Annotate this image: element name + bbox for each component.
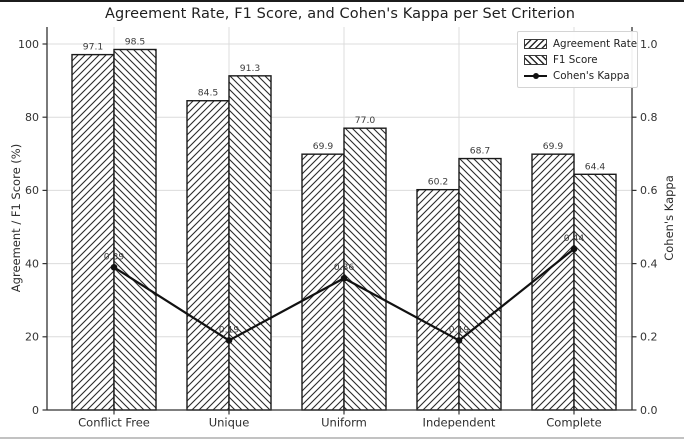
bar-value-label: 77.0 (355, 115, 376, 126)
bar-f1-score-complete (573, 173, 617, 411)
category-label-conflict-free: Conflict Free (78, 416, 150, 430)
legend-item-agreement-rate: Agreement Rate (524, 36, 637, 51)
legend-label: Agreement Rate (553, 37, 638, 50)
right-tick-label: 0.4 (640, 257, 658, 270)
hatch-swatch-icon (524, 54, 547, 65)
figure-top-border (0, 0, 684, 2)
kappa-value-label: 0.44 (564, 233, 585, 244)
bar-value-label: 60.2 (428, 177, 448, 188)
category-label-independent: Independent (423, 416, 496, 430)
kappa-marker-complete (570, 245, 578, 253)
legend-label: F1 Score (553, 53, 598, 66)
bar-agreement-rate-complete (531, 153, 575, 411)
bar-value-label: 84.5 (198, 88, 219, 99)
right-tick-label: 0.0 (640, 404, 658, 417)
hatch-swatch-icon (524, 38, 547, 49)
left-tick-label: 0 (32, 404, 39, 417)
left-tick-label: 100 (18, 38, 39, 51)
category-label-complete: Complete (546, 416, 601, 430)
ticks: 0 20 40 60 80 100 0.0 0.2 0.4 0.6 0.8 1.0 Conflict F… (18, 38, 658, 430)
right-tick-label: 1.0 (640, 38, 658, 51)
category-label-unique: Unique (209, 416, 250, 430)
bar-agreement-rate-conflict-free (71, 53, 115, 411)
category-label-uniform: Uniform (321, 416, 367, 430)
chart-title: Agreement Rate, F1 Score, and Cohen's Ka… (105, 6, 575, 22)
line-series: 0.39 0.19 0.36 0.19 0.44 (104, 233, 585, 344)
kappa-marker-unique (225, 337, 233, 344)
right-tick-label: 0.2 (640, 331, 658, 344)
kappa-value-label: 0.36 (334, 262, 355, 273)
legend: Agreement Rate F1 Score Cohen's Kappa (517, 31, 638, 88)
line-marker-swatch-icon (524, 71, 547, 81)
bar-value-label: 64.4 (585, 161, 606, 172)
bar-f1-score-conflict-free (113, 48, 157, 411)
bar-f1-score-unique (228, 75, 272, 411)
bar-f1-score-uniform (343, 127, 387, 411)
bar-value-label: 91.3 (240, 63, 261, 74)
legend-item-f1-score: F1 Score (524, 52, 631, 67)
left-tick-label: 40 (25, 257, 39, 270)
kappa-marker-uniform (340, 274, 348, 282)
kappa-value-label: 0.39 (104, 251, 125, 262)
bar-f1-score-independent (458, 157, 502, 411)
kappa-value-label: 0.19 (449, 324, 470, 335)
bar-value-label: 69.9 (313, 141, 334, 152)
spines (46, 27, 633, 411)
bar-value-label: 69.9 (543, 141, 564, 152)
kappa-marker-independent (455, 337, 463, 344)
legend-label: Cohen's Kappa (553, 69, 630, 82)
bar-value-label: 97.1 (83, 42, 103, 53)
legend-item-cohen-s-kappa: Cohen's Kappa (524, 68, 631, 83)
left-tick-label: 60 (25, 184, 39, 197)
kappa-value-label: 0.19 (219, 324, 240, 335)
right-tick-label: 0.8 (640, 111, 658, 124)
bar-value-label: 98.5 (125, 36, 146, 47)
kappa-marker-conflict-free (110, 263, 118, 271)
bar-agreement-rate-unique (186, 100, 230, 411)
figure-bottom-border (0, 437, 684, 439)
right-tick-label: 0.6 (640, 184, 658, 197)
left-tick-label: 80 (25, 111, 39, 124)
left-tick-label: 20 (25, 331, 39, 344)
bar-value-label: 68.7 (470, 146, 491, 157)
bar-agreement-rate-independent (416, 188, 460, 411)
bar-series: 97.1 84.5 69.9 60.2 69.9 98.5 91.3 77.0 68.7 64.4 (71, 36, 617, 411)
